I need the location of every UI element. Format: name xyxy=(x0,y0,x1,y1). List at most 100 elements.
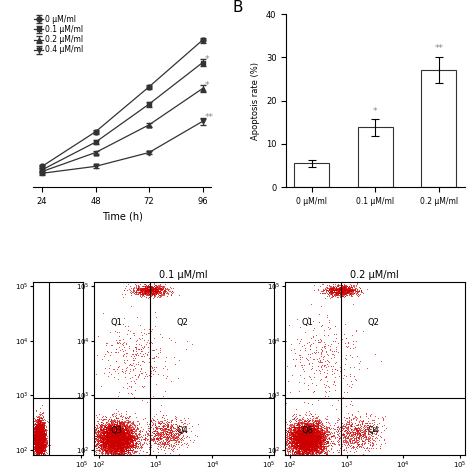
Point xyxy=(164,445,172,452)
Point xyxy=(306,435,313,443)
Point xyxy=(299,343,306,350)
Point xyxy=(380,435,388,442)
Point xyxy=(109,431,117,438)
Point xyxy=(155,440,163,448)
Point xyxy=(143,338,151,346)
Point xyxy=(104,426,111,434)
Point xyxy=(36,438,44,445)
Point xyxy=(170,435,177,442)
Point xyxy=(313,451,320,458)
Point xyxy=(95,442,102,450)
Point xyxy=(101,439,109,447)
Point xyxy=(330,288,337,296)
Point xyxy=(33,444,40,451)
Point xyxy=(106,351,114,359)
Point xyxy=(354,291,361,298)
Point xyxy=(109,438,117,446)
Point xyxy=(122,431,130,439)
Point xyxy=(321,448,329,456)
Point xyxy=(309,440,317,448)
Point xyxy=(117,433,124,441)
Point xyxy=(287,441,294,448)
Point xyxy=(36,444,43,451)
Point xyxy=(298,440,306,448)
Point xyxy=(124,438,132,445)
Point xyxy=(177,428,185,436)
Point xyxy=(98,426,105,433)
Point xyxy=(346,429,354,437)
Point xyxy=(33,435,41,442)
Point xyxy=(303,444,311,452)
Point xyxy=(370,427,377,435)
Point xyxy=(288,439,296,447)
Point xyxy=(40,432,48,440)
Point xyxy=(320,443,328,451)
Point xyxy=(303,430,310,438)
Point xyxy=(101,439,109,447)
Point xyxy=(300,449,307,457)
Point xyxy=(32,443,39,450)
Point xyxy=(299,424,306,431)
Point xyxy=(38,431,46,439)
Point xyxy=(329,286,337,293)
Point xyxy=(319,445,327,453)
Point xyxy=(156,435,164,442)
Point xyxy=(38,429,46,437)
Point xyxy=(303,426,310,433)
Point xyxy=(332,347,339,355)
Point xyxy=(39,440,46,448)
Point xyxy=(304,436,311,443)
Point xyxy=(34,444,41,451)
Point xyxy=(111,417,119,424)
Point xyxy=(99,447,107,455)
Point xyxy=(302,433,310,440)
Point xyxy=(156,286,164,293)
Point xyxy=(306,443,314,451)
Point xyxy=(107,439,115,447)
Point xyxy=(114,434,122,442)
Point xyxy=(42,427,49,435)
Point xyxy=(40,423,48,430)
Point xyxy=(307,429,315,437)
Point xyxy=(310,438,318,445)
Point xyxy=(121,431,128,438)
Point xyxy=(158,428,165,436)
Point xyxy=(39,440,47,447)
Point xyxy=(34,428,42,435)
Point xyxy=(147,289,155,296)
Point xyxy=(160,289,167,297)
Point xyxy=(32,422,40,429)
Point xyxy=(118,451,125,458)
Point xyxy=(294,430,301,438)
Point xyxy=(34,432,42,440)
Point xyxy=(283,446,291,453)
Point xyxy=(298,430,305,438)
Point xyxy=(34,430,41,438)
Point xyxy=(175,427,183,434)
Point xyxy=(156,284,164,292)
Point xyxy=(351,285,358,293)
Point xyxy=(131,371,138,379)
Point xyxy=(108,445,116,453)
Point xyxy=(346,364,354,371)
Point xyxy=(148,325,155,332)
Point xyxy=(368,431,375,438)
Point xyxy=(319,441,327,448)
Point xyxy=(118,436,126,444)
Point xyxy=(36,442,44,450)
Point xyxy=(36,434,43,441)
Point xyxy=(317,436,324,443)
Point xyxy=(301,439,308,447)
Point xyxy=(103,431,110,439)
Point xyxy=(147,286,155,293)
Point xyxy=(107,428,114,435)
Point xyxy=(124,424,132,432)
Point xyxy=(146,286,154,293)
Point xyxy=(329,288,337,296)
Point xyxy=(34,422,41,430)
Point xyxy=(144,287,152,295)
Point xyxy=(33,440,40,447)
Point xyxy=(339,431,347,439)
Point xyxy=(120,434,128,441)
Point xyxy=(127,435,135,443)
